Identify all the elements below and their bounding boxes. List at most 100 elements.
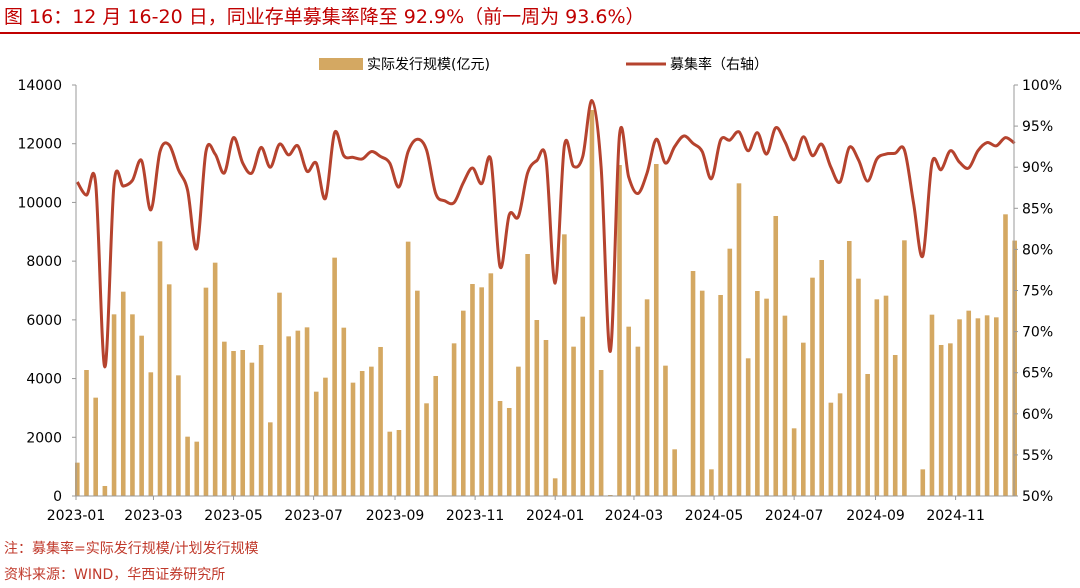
figure-title: 图 16：12 月 16-20 日，同业存单募集率降至 92.9%（前一周为 9…: [4, 6, 645, 28]
left-tick-label: 0: [53, 489, 62, 505]
bar: [957, 319, 962, 496]
bar: [451, 343, 457, 496]
bar: [304, 327, 310, 496]
bar: [764, 298, 769, 496]
x-tick-label: 2023-11: [446, 508, 505, 524]
bar: [644, 299, 650, 496]
bar: [120, 291, 126, 496]
bar: [727, 248, 733, 496]
bar: [479, 287, 484, 496]
source-note: 资料来源：WIND，华西证券研究所: [4, 567, 226, 583]
bar: [994, 317, 999, 496]
bar: [157, 241, 163, 496]
bar: [516, 366, 521, 496]
right-tick-label: 85%: [1022, 201, 1053, 217]
bar: [920, 469, 926, 496]
left-tick-label: 10000: [17, 195, 62, 211]
rate-line: [76, 99, 1016, 369]
bar: [525, 254, 530, 496]
bar: [736, 183, 742, 496]
right-tick-label: 60%: [1022, 407, 1053, 423]
bar: [562, 234, 567, 496]
bar: [185, 436, 190, 496]
right-tick-label: 70%: [1022, 325, 1053, 341]
bar: [295, 330, 301, 496]
bar: [488, 273, 494, 496]
bar: [755, 290, 760, 496]
bar: [709, 469, 714, 496]
bar: [240, 350, 246, 496]
right-tick-label: 50%: [1022, 489, 1053, 505]
bar: [203, 287, 209, 496]
bar: [332, 257, 337, 496]
bar: [810, 277, 815, 496]
x-tick-label: 2024-03: [605, 508, 664, 524]
bar: [819, 259, 824, 496]
bar: [966, 310, 972, 496]
bar: [277, 292, 282, 496]
bar: [718, 294, 723, 496]
bar: [543, 339, 549, 496]
left-tick-label: 2000: [26, 430, 62, 446]
bar: [323, 377, 328, 496]
left-tick-label: 14000: [17, 78, 62, 94]
bar: [672, 449, 677, 496]
right-tick-label: 100%: [1022, 78, 1062, 94]
bar: [258, 344, 264, 496]
bar: [102, 485, 108, 496]
bar: [902, 240, 907, 496]
bar: [166, 284, 172, 496]
bar: [212, 262, 218, 496]
bar: [249, 362, 255, 496]
bar: [460, 310, 466, 496]
right-tick-label: 75%: [1022, 284, 1053, 300]
bar: [874, 299, 880, 496]
x-tick-label: 2024-01: [526, 508, 585, 524]
bar: [571, 346, 576, 496]
bar: [773, 215, 779, 496]
bar: [433, 375, 439, 496]
x-tick-label: 2023-07: [284, 508, 343, 524]
bar: [883, 295, 889, 496]
bar: [552, 478, 558, 496]
legend-bar-swatch: [319, 58, 363, 70]
bar: [369, 366, 374, 496]
bar: [626, 326, 631, 496]
x-tick-label: 2023-05: [204, 508, 263, 524]
bar: [148, 372, 154, 496]
bar: [589, 110, 595, 497]
left-tick-label: 4000: [26, 372, 62, 388]
x-tick-label: 2023-09: [366, 508, 425, 524]
bar: [470, 284, 475, 496]
bar: [93, 397, 98, 496]
bar: [653, 164, 659, 497]
bar: [139, 335, 144, 496]
bar: [580, 316, 586, 496]
bar: [267, 422, 273, 496]
bar: [415, 290, 420, 496]
bar: [663, 365, 668, 496]
x-tick-label: 2023-01: [47, 508, 106, 524]
x-tick-label: 2024-07: [765, 508, 824, 524]
bar: [745, 358, 751, 496]
right-tick-label: 55%: [1022, 448, 1053, 464]
bar: [892, 354, 898, 496]
bar: [690, 271, 696, 496]
left-tick-label: 6000: [26, 313, 62, 329]
bar: [856, 278, 861, 496]
bar: [791, 428, 797, 496]
left-tick-label: 8000: [26, 254, 62, 270]
bar: [194, 441, 200, 496]
bar: [424, 403, 429, 496]
right-tick-label: 80%: [1022, 242, 1053, 258]
legend-bar-label: 实际发行规模(亿元): [367, 57, 490, 73]
bar: [1003, 214, 1008, 496]
bar: [378, 346, 383, 496]
bar: [84, 369, 89, 496]
right-tick-label: 65%: [1022, 366, 1053, 382]
bar: [341, 327, 347, 496]
bar: [75, 462, 80, 496]
bar: [231, 351, 236, 496]
x-tick-label: 2024-09: [846, 508, 905, 524]
